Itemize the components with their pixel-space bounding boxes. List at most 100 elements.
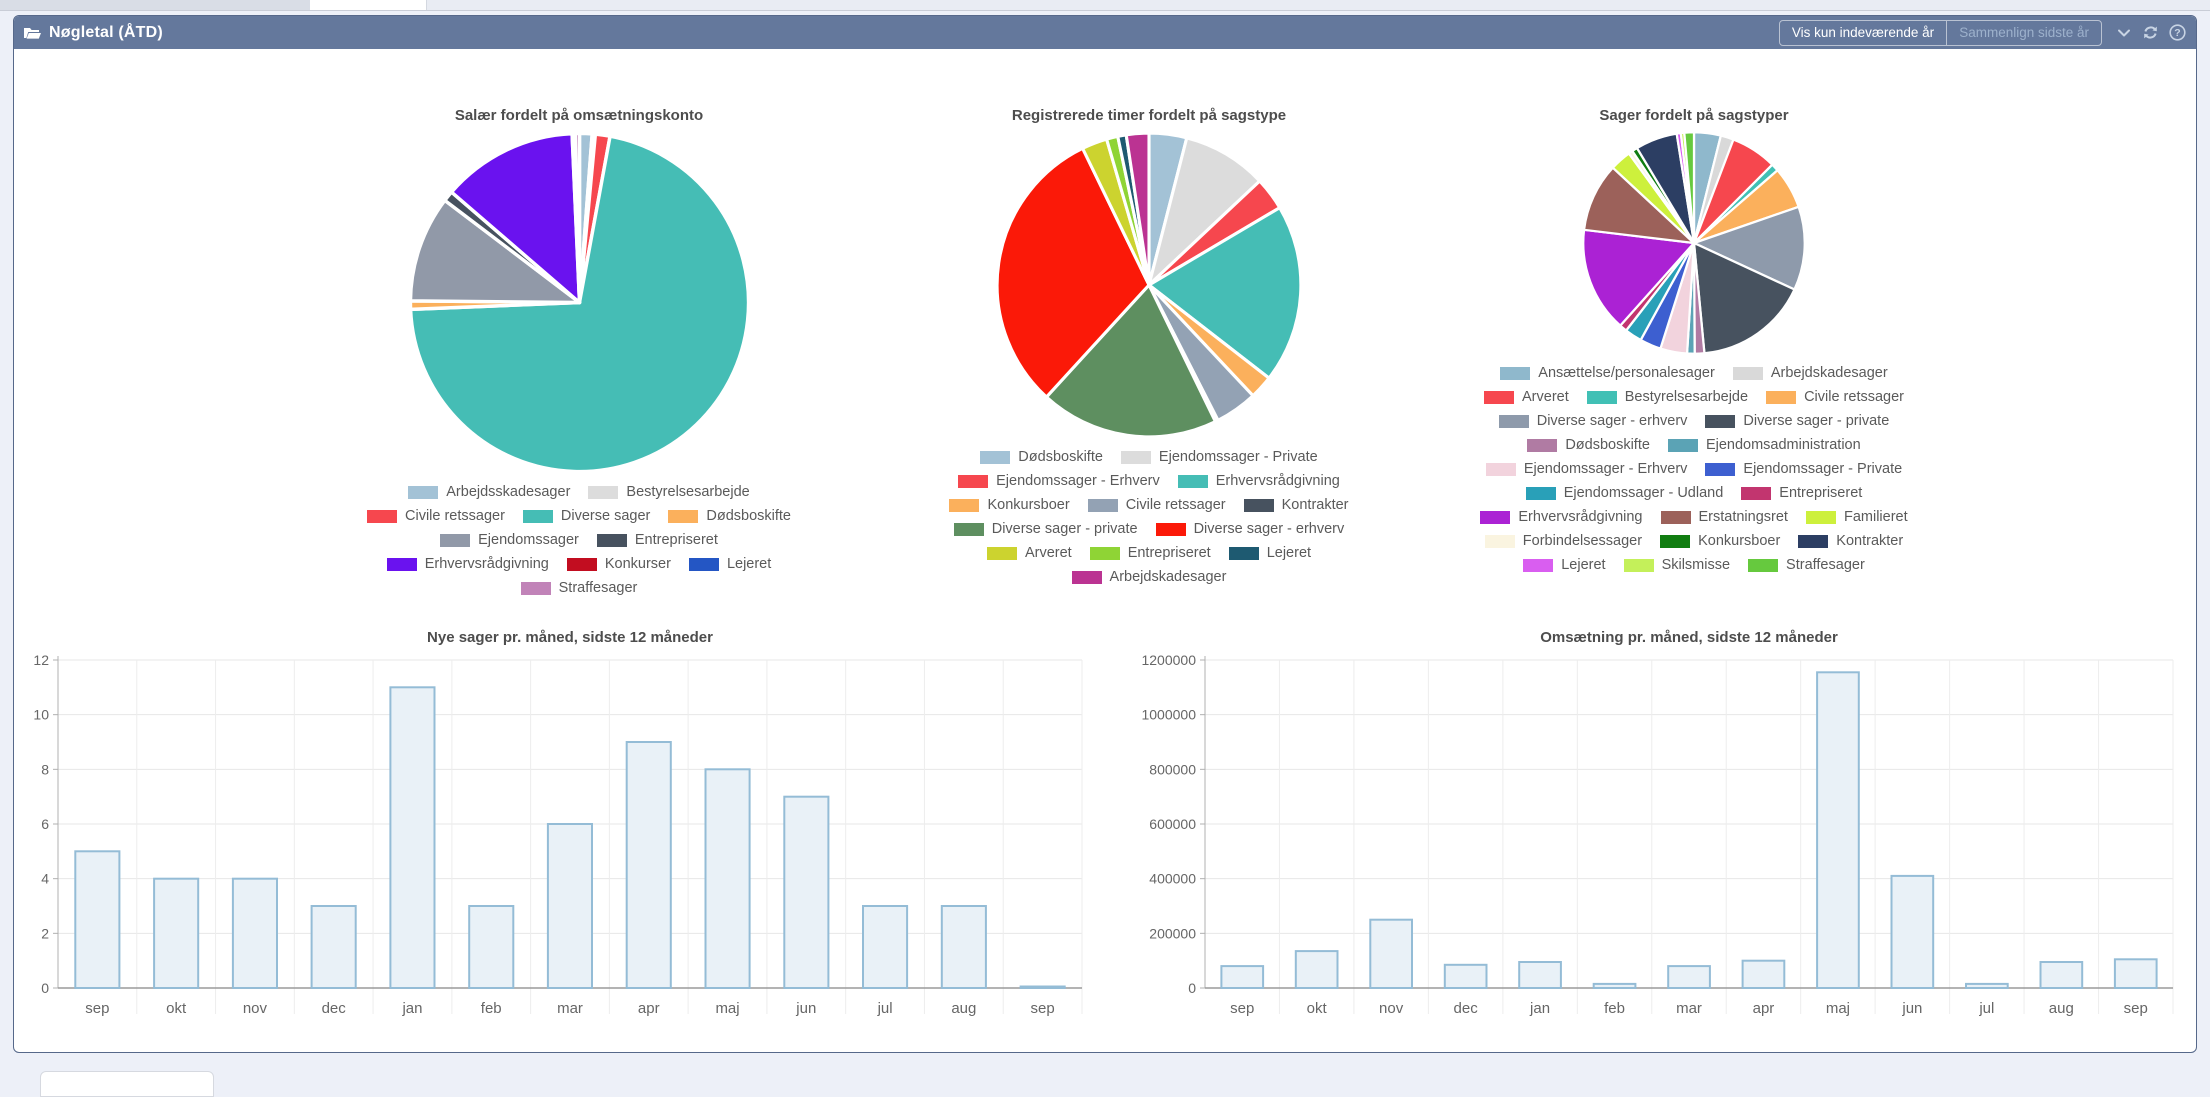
legend-label: Bestyrelsesarbejde <box>626 484 750 500</box>
legend-item[interactable]: Diverse sager - erhverv <box>1155 520 1344 539</box>
legend-item[interactable]: Entrepriseret <box>1741 484 1862 503</box>
legend-item[interactable]: Entrepriseret <box>1089 544 1211 563</box>
legend-label: Dødsboskifte <box>706 508 791 524</box>
compare-last-year-button[interactable]: Sammenlign sidste år <box>1946 20 2101 45</box>
legend-item[interactable]: Konkursboer <box>1660 532 1780 551</box>
y-tick-label: 2 <box>41 925 49 941</box>
legend-color-chip <box>1660 535 1691 548</box>
legend-item[interactable]: Diverse sager - private <box>1705 412 1889 431</box>
x-tick-label: sep <box>2124 1000 2148 1017</box>
show-current-year-button[interactable]: Vis kun indeværende år <box>1780 21 1946 45</box>
legend-label: Ejendomssager - Private <box>1743 461 1903 477</box>
legend-item[interactable]: Ejendomssager - Erhverv <box>1485 460 1687 479</box>
legend-item[interactable]: Ejendomsadministration <box>1667 436 1861 455</box>
legend-item[interactable]: Ejendomssager - Erhverv <box>958 472 1160 491</box>
bar <box>862 905 909 989</box>
pie-legend: Ansættelse/personalesager Arbejdskadesage… <box>1444 364 1944 575</box>
legend-item[interactable]: Erstatningsret <box>1660 508 1788 527</box>
bar <box>704 768 751 989</box>
legend-label: Kontrakter <box>1836 533 1904 549</box>
legend-item[interactable]: Arbejdsskadesager <box>408 483 570 502</box>
legend-color-chip <box>1484 535 1515 548</box>
legend-color-chip <box>1705 463 1736 476</box>
legend-item[interactable]: Diverse sager <box>522 507 650 526</box>
chart-title: Sager fordelt på sagstyper <box>1599 107 1789 124</box>
y-tick-label: 12 <box>33 652 49 668</box>
legend-label: Lejeret <box>1561 557 1606 573</box>
pie-canvas <box>407 130 752 475</box>
legend-item[interactable]: Civile retssager <box>367 507 505 526</box>
legend-item[interactable]: Diverse sager - private <box>953 520 1138 539</box>
bar-chart-canvas: 0 2 4 6 8 10 12 sep okt nov dec jan feb mar apr maj jun j… <box>33 629 1083 1017</box>
legend-item[interactable]: Dødsboskifte <box>1527 436 1650 455</box>
legend-item[interactable]: Lejeret <box>688 555 771 574</box>
legend-item[interactable]: Kontrakter <box>1243 496 1349 515</box>
legend-item[interactable]: Arveret <box>986 544 1072 563</box>
legend-item[interactable]: Kontrakter <box>1798 532 1903 551</box>
legend-item[interactable]: Erhvervsrådgivning <box>1480 508 1643 527</box>
chevron-down-icon[interactable] <box>2116 25 2132 41</box>
legend-label: Entrepriseret <box>634 532 718 548</box>
legend-item[interactable]: Konkurser <box>566 555 671 574</box>
y-tick-label: 800000 <box>1149 761 1196 777</box>
legend-item[interactable]: Ejendomssager - Private <box>1705 460 1902 479</box>
y-tick-label: 10 <box>33 707 49 723</box>
legend-item[interactable]: Arbejdskadesager <box>1732 364 1888 383</box>
legend-item[interactable]: Erhvervsrådgivning <box>386 555 549 574</box>
legend-item[interactable]: Lejeret <box>1523 556 1606 575</box>
legend-item[interactable]: Dødsboskifte <box>980 448 1103 467</box>
legend-color-chip <box>1089 547 1120 560</box>
legend-color-chip <box>1498 415 1529 428</box>
bar <box>1220 965 1265 990</box>
legend-item[interactable]: Lejeret <box>1228 544 1312 563</box>
legend-label: Lejeret <box>1266 545 1312 561</box>
x-tick-label: sep <box>1031 1000 1055 1017</box>
legend-item[interactable]: Familieret <box>1805 508 1908 527</box>
refresh-icon[interactable] <box>2142 24 2159 41</box>
legend-color-chip <box>1484 391 1514 404</box>
legend-item[interactable]: Straffesager <box>1748 556 1865 575</box>
legend-item[interactable]: Bestyrelsesarbejde <box>1586 388 1748 407</box>
legend-item[interactable]: Bestyrelsesarbejde <box>588 483 750 502</box>
legend-color-chip <box>1805 511 1836 524</box>
legend-item[interactable]: Straffesager <box>520 579 637 598</box>
legend-color-chip <box>1741 487 1772 500</box>
bar <box>1816 671 1860 990</box>
legend-item[interactable]: Konkursboer <box>949 496 1070 515</box>
legend-color-chip <box>1228 547 1259 560</box>
legend-color-chip <box>522 510 553 523</box>
legend-color-chip <box>1586 391 1617 404</box>
legend-color-chip <box>520 582 551 595</box>
legend-item[interactable]: Ejendomssager <box>440 531 579 550</box>
legend-label: Ejendomssager - Erhverv <box>996 473 1160 489</box>
legend-color-chip <box>1525 487 1556 500</box>
bar <box>1741 959 1786 990</box>
legend-item[interactable]: Arveret <box>1484 388 1569 407</box>
legend-item[interactable]: Ansættelse/personalesager <box>1500 364 1715 383</box>
bar <box>1592 982 1637 989</box>
legend-item[interactable]: Ejendomssager - Private <box>1120 448 1318 467</box>
legend-item[interactable]: Skilsmisse <box>1623 556 1730 575</box>
legend-item[interactable]: Arbejdskadesager <box>1071 568 1226 587</box>
legend-item[interactable]: Forbindelsessager <box>1484 532 1642 551</box>
legend-label: Erhvervsrådgivning <box>1518 509 1643 525</box>
help-icon[interactable]: ? <box>2169 24 2186 41</box>
bar <box>1369 918 1413 990</box>
pie-slice <box>1147 206 1303 380</box>
legend-color-chip <box>688 558 719 571</box>
legend-item[interactable]: Civile retssager <box>1766 388 1904 407</box>
legend-item[interactable]: Ejendomssager - Udland <box>1525 484 1723 503</box>
bar-charts-row: 0 2 4 6 8 10 12 sep okt nov dec jan feb mar apr maj jun j… <box>14 626 2196 1026</box>
legend-item[interactable]: Erhvervsrådgivning <box>1177 472 1340 491</box>
legend-item[interactable]: Civile retssager <box>1087 496 1226 515</box>
legend-item[interactable]: Entrepriseret <box>596 531 718 550</box>
legend-color-chip <box>980 451 1011 464</box>
bar-chart-revenue: 0 200000 400000 600000 800000 1000000 1200000 s… <box>1105 626 2196 1026</box>
bar <box>1019 985 1066 989</box>
legend-item[interactable]: Dødsboskifte <box>668 507 791 526</box>
bar <box>940 905 987 989</box>
bar <box>1443 963 1488 989</box>
legend-item[interactable]: Diverse sager - erhverv <box>1498 412 1687 431</box>
legend-label: Arveret <box>1024 545 1072 561</box>
key-figures-panel: Nøgletal (ÅTD) Vis kun indeværende år Sa… <box>13 15 2197 1053</box>
